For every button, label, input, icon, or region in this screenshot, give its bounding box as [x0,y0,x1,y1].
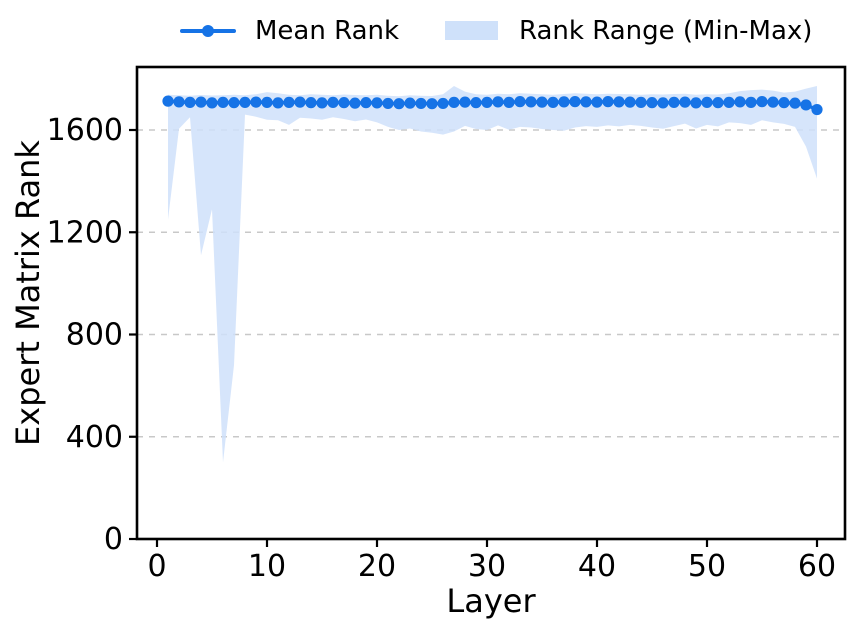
mean-rank-marker [811,103,823,116]
mean-rank-marker [767,96,779,108]
mean-rank-marker [536,96,548,108]
y-tick-label: 1200 [47,215,123,250]
mean-rank-marker [569,96,581,108]
mean-rank-marker [272,97,284,109]
mean-rank-marker [800,99,812,111]
x-tick-label: 60 [798,549,836,584]
mean-rank-marker [712,97,724,109]
mean-rank-marker [734,96,746,108]
mean-rank-marker [283,96,295,108]
mean-rank-marker [228,97,240,109]
mean-rank-marker [679,96,691,108]
mean-rank-marker [162,95,174,107]
mean-rank-marker [624,96,636,108]
mean-rank-marker [492,96,504,108]
y-tick-label: 800 [66,318,123,353]
mean-rank-marker [481,96,493,108]
mean-rank-marker [789,97,801,109]
y-axis-label: Expert Matrix Rank [9,140,47,446]
legend-label-mean-rank: Mean Rank [255,16,400,46]
mean-rank-marker [591,96,603,108]
x-axis-label: Layer [446,582,536,620]
mean-rank-marker [459,96,471,108]
mean-rank-marker [294,96,306,108]
mean-rank-marker [393,98,405,110]
mean-rank-marker [657,97,669,109]
mean-rank-marker [404,97,416,109]
mean-rank-marker [382,97,394,110]
mean-rank-marker [349,97,361,109]
mean-rank-marker [261,96,273,108]
mean-rank-marker [745,96,757,108]
x-tick-label: 50 [688,549,726,584]
mean-rank-marker [448,96,460,108]
plot-border [135,65,847,541]
mean-rank-marker [327,96,339,108]
mean-rank-marker [470,97,482,109]
rank-range-band [168,86,817,463]
y-tick-label: 1600 [47,113,123,148]
x-tick-label: 20 [358,549,396,584]
mean-rank-marker [305,97,317,109]
mean-rank-marker [690,97,702,109]
mean-rank-marker [558,96,570,108]
mean-rank-marker [437,97,449,110]
mean-rank-marker [415,97,427,110]
y-tick-label: 0 [104,522,123,557]
mean-rank-marker [756,96,768,108]
x-tick-label: 40 [578,549,616,584]
mean-rank-marker [547,96,559,108]
mean-rank-marker [525,96,537,108]
mean-rank-marker [426,98,438,110]
legend: Mean Rank Rank Range (Min-Max) [0,0,859,55]
mean-rank-marker [217,96,229,108]
x-tick-label: 0 [147,549,166,584]
legend-patch-sample [445,21,498,40]
mean-rank-marker-sample [202,25,214,37]
mean-rank-marker [723,96,735,108]
mean-rank-marker [503,96,515,108]
mean-rank-marker [580,96,592,108]
mean-rank-marker [646,97,658,109]
mean-rank-marker [635,96,647,108]
mean-rank-marker [316,97,328,109]
mean-rank-marker [338,97,350,109]
mean-rank-marker [360,97,372,109]
mean-rank-marker [778,97,790,109]
mean-rank-marker [371,97,383,109]
mean-rank-marker [206,97,218,109]
mean-rank-marker [701,96,713,108]
mean-rank-marker [514,96,526,108]
mean-rank-marker [250,96,262,108]
mean-rank-marker [195,96,207,108]
mean-rank-marker [602,96,614,108]
mean-rank-marker [613,96,625,108]
mean-rank-marker [184,96,196,108]
legend-line-sample [180,25,236,37]
mean-rank-marker [668,96,680,108]
legend-label-rank-range: Rank Range (Min-Max) [519,16,813,46]
mean-rank-marker [239,96,251,108]
x-tick-label: 10 [248,549,286,584]
y-tick-label: 400 [66,420,123,455]
mean-rank-marker [173,96,185,108]
x-tick-label: 30 [468,549,506,584]
